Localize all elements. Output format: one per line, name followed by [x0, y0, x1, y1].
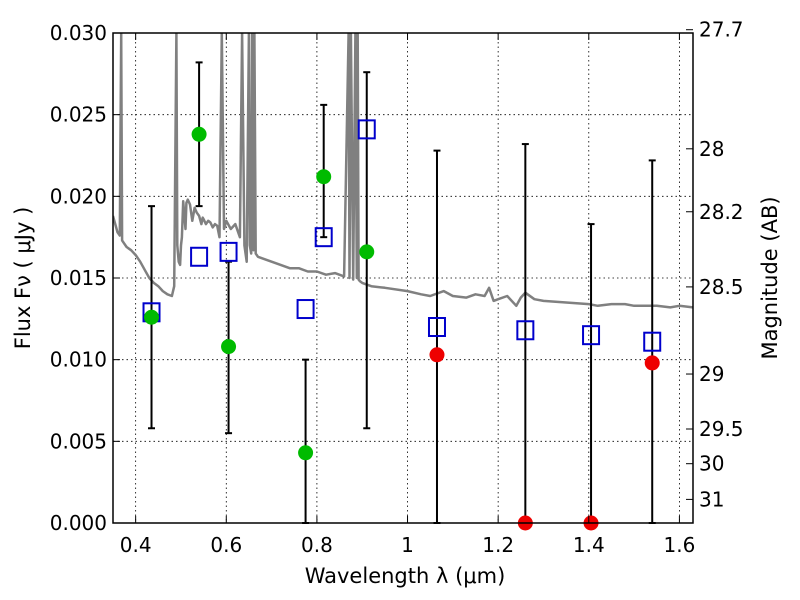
y-tick-label: 0.010 [50, 348, 107, 372]
y2-tick-label: 28.5 [699, 275, 744, 299]
model-square-marker [314, 227, 333, 248]
y-tick-label: 0.025 [50, 103, 107, 127]
y2-tick-label: 29 [699, 362, 724, 386]
red-data-point [429, 347, 445, 363]
green-data-point [316, 169, 332, 185]
y2-tick-label: 30 [699, 452, 724, 476]
plot-area [113, 33, 693, 523]
y2-axis-label: Magnitude (AB) [758, 196, 782, 359]
y2-tick-label: 28.2 [699, 200, 744, 224]
y-tick-label: 0.000 [50, 511, 107, 535]
model-square-marker [582, 325, 601, 346]
x-tick-label: 1 [401, 533, 414, 557]
spectrum-line [113, 33, 693, 309]
green-data-point [298, 445, 314, 461]
y-tick-label: 0.015 [50, 266, 107, 290]
y2-tick-label: 28 [699, 137, 724, 161]
x-tick-label: 0.6 [210, 533, 242, 557]
y2-tick-label: 29.5 [699, 417, 744, 441]
x-tick-label: 1.6 [664, 533, 696, 557]
x-tick-label: 0.8 [301, 533, 333, 557]
grid [113, 32, 693, 524]
model-square-marker [219, 241, 238, 262]
x-tick-label: 1.2 [482, 533, 514, 557]
y-tick-labels: 0.000 0.005 0.010 0.015 0.020 0.025 0.030 [50, 21, 107, 535]
green-data-point [191, 126, 207, 142]
green-data-point [221, 339, 237, 355]
model-square-marker [643, 331, 662, 352]
y2-tick-label: 27.7 [699, 18, 744, 42]
ticks [113, 29, 693, 524]
spectrum-layer [113, 33, 693, 309]
model-square-marker [296, 299, 315, 320]
y-tick-label: 0.005 [50, 429, 107, 453]
model-square-marker [190, 246, 209, 267]
x-tick-labels: 0.4 0.6 0.8 1 1.2 1.4 1.6 [120, 533, 696, 557]
y-tick-label: 0.020 [50, 184, 107, 208]
x-tick-label: 1.4 [573, 533, 605, 557]
y2-tick-label: 31 [699, 487, 724, 511]
model-square-marker [357, 119, 376, 140]
x-tick-label: 0.4 [120, 533, 152, 557]
y2-tick-labels: 27.7 28 28.2 28.5 29 29.5 30 31 [699, 18, 744, 512]
green-data-point [144, 309, 160, 325]
model-square-marker [516, 320, 535, 341]
model-square-marker [427, 317, 446, 337]
x-axis-label: Wavelength λ (μm) [305, 564, 506, 588]
y-axis-label: Flux Fν ( μJy ) [11, 207, 35, 350]
green-data-point [359, 244, 375, 260]
y-tick-label: 0.030 [50, 21, 107, 45]
red-data-point [644, 355, 660, 371]
